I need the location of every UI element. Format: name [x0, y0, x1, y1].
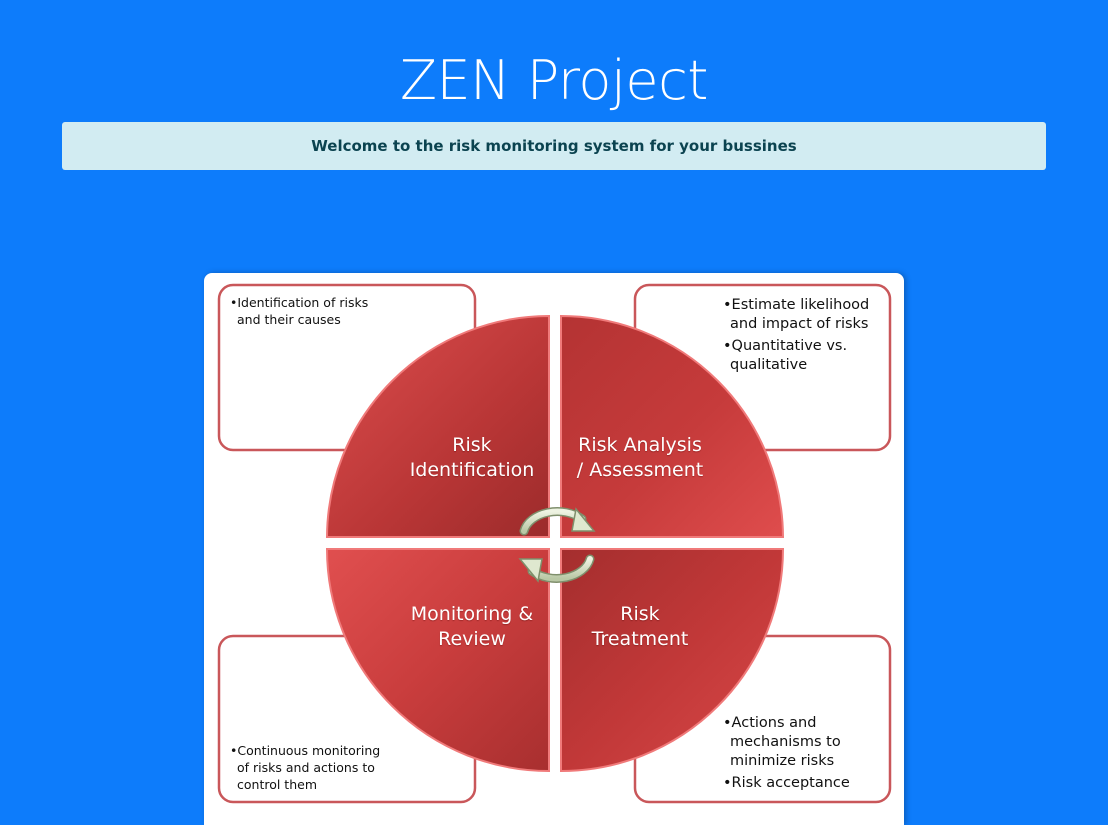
note-line: •Identification of risks [230, 295, 369, 310]
quadrant-bottom-left [325, 548, 550, 773]
risk-management-diagram: •Identification of risks and their cause… [204, 273, 904, 825]
note-line: and impact of risks [730, 316, 869, 332]
label-line: Treatment [591, 628, 689, 650]
diagram-graphics [217, 283, 892, 804]
note-line: •Estimate likelihood [723, 297, 870, 313]
note-line: minimize risks [730, 753, 835, 769]
label-line: / Assessment [576, 459, 704, 481]
label-line: Monitoring & [410, 603, 534, 625]
quadrant-label-risk-identification: Risk Identification [392, 433, 552, 483]
label-line: Risk [452, 434, 492, 456]
note-line: •Continuous monitoring [230, 743, 381, 758]
note-line: control them [237, 777, 317, 792]
label-line: Risk [620, 603, 660, 625]
label-line: Identification [409, 459, 535, 481]
note-top-left: •Identification of risks and their cause… [230, 294, 368, 328]
cycle-arrows-icon [518, 507, 596, 583]
quadrant-label-risk-analysis: Risk Analysis / Assessment [558, 433, 722, 483]
welcome-banner: Welcome to the risk monitoring system fo… [62, 122, 1046, 170]
page-title: ZEN Project [400, 49, 708, 112]
quadrant-label-risk-treatment: Risk Treatment [560, 602, 720, 652]
note-line: and their causes [237, 312, 341, 327]
label-line: Risk Analysis [578, 434, 702, 456]
note-line: qualitative [730, 357, 808, 373]
quadrant-top-right [560, 314, 785, 538]
note-line: •Risk acceptance [723, 775, 850, 791]
quadrant-top-left [325, 314, 550, 538]
note-line: of risks and actions to [237, 760, 375, 775]
quadrant-label-monitoring-review: Monitoring & Review [392, 602, 552, 652]
label-line: Review [438, 628, 506, 650]
quadrant-bottom-right [560, 548, 785, 773]
note-line: mechanisms to [730, 734, 841, 750]
note-top-right: •Estimate likelihood and impact of risks… [723, 296, 869, 375]
note-line: •Quantitative vs. [723, 338, 848, 354]
note-line: •Actions and [723, 715, 817, 731]
note-bottom-right: •Actions and mechanisms to minimize risk… [723, 714, 850, 793]
note-bottom-left: •Continuous monitoring of risks and acti… [230, 742, 380, 793]
